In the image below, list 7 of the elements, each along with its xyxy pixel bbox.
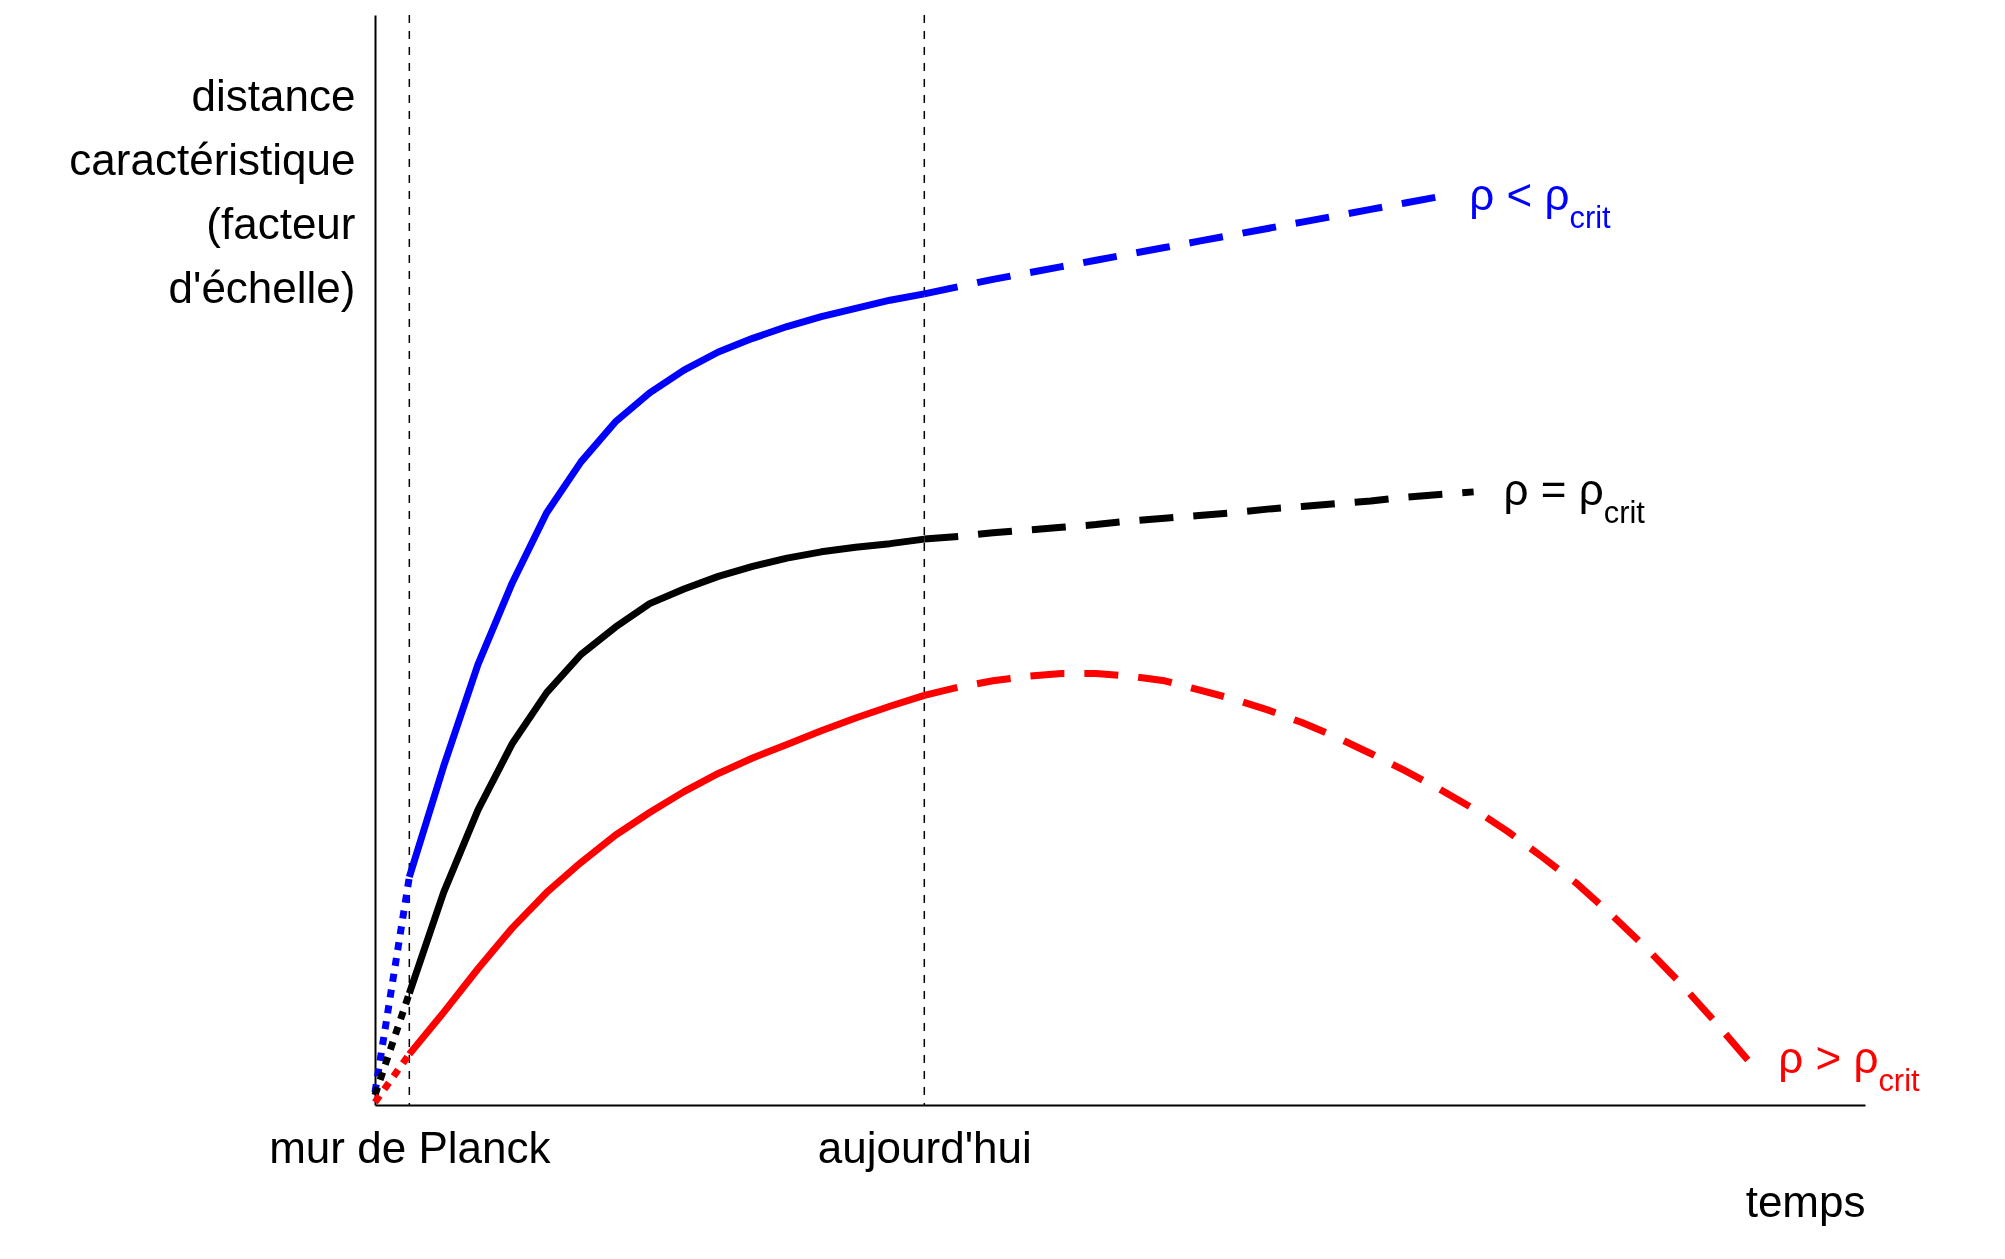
series-label: ρ < ρ$_{crit}$ xyxy=(1469,169,1611,235)
x-tick-label: aujourd'hui xyxy=(817,1122,1032,1172)
series-label: ρ = ρ$_{crit}$ xyxy=(1503,464,1646,530)
series-label: ρ > ρ$_{crit}$ xyxy=(1778,1033,1920,1098)
x-tick-label: mur de Planck xyxy=(269,1122,552,1172)
y-axis-title: distance caractéristique (facteur d'échelle) xyxy=(69,70,356,312)
x-axis-title: temps xyxy=(1745,1176,1866,1226)
